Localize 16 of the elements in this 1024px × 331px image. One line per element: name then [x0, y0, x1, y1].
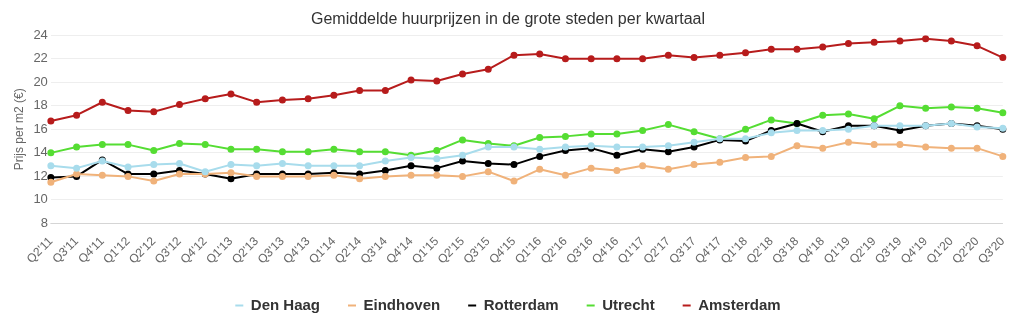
y-tick-label: 12	[33, 167, 48, 183]
y-tick-label: 20	[33, 73, 48, 89]
y-tick-label: 10	[33, 191, 48, 207]
y-tick-label: 16	[33, 120, 48, 136]
y-tick-label: 8	[40, 215, 48, 231]
y-axis-title: Prijs per m2 (€)	[11, 88, 26, 171]
legend-label: Rotterdam	[483, 295, 559, 313]
legend-label: Utrecht	[602, 295, 655, 313]
y-tick-label: 24	[33, 26, 48, 42]
y-tick-label: 22	[33, 50, 48, 66]
legend-label: Eindhoven	[363, 295, 441, 313]
legend-label: Amsterdam	[698, 295, 781, 313]
legend-label: Den Haag	[250, 295, 320, 313]
chart-title: Gemiddelde huurprijzen in de grote steden per kwartaal	[310, 10, 706, 28]
y-tick-label: 14	[33, 144, 48, 160]
y-tick-label: 18	[33, 97, 48, 113]
